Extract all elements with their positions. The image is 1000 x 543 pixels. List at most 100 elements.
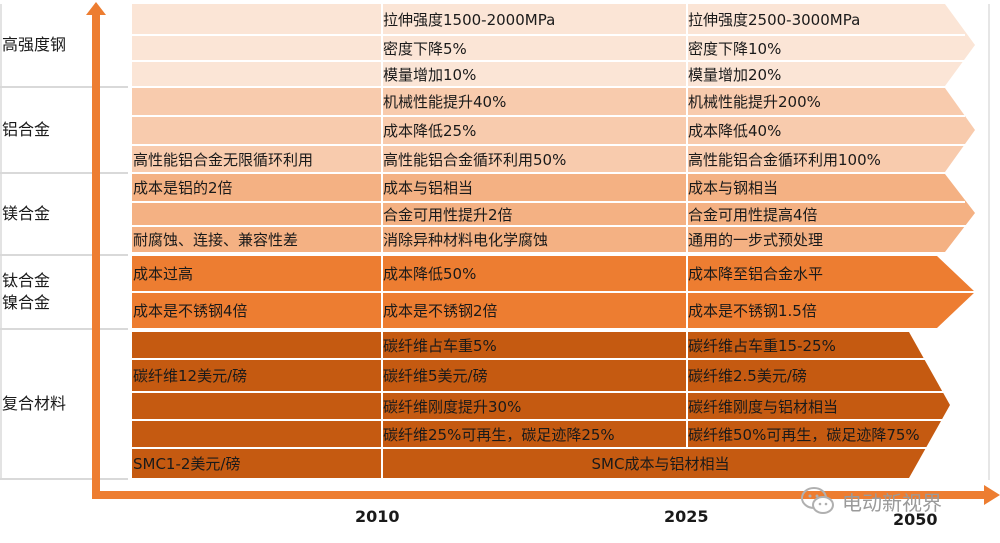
cell-2010: 成本是不锈钢2倍 [383,302,498,320]
row-divider [132,225,972,227]
row-divider [132,34,965,36]
row-divider [132,419,947,421]
cell-2010-before: 碳纤维12美元/磅 [133,367,248,385]
cell-2010-before: 成本过高 [133,265,194,283]
table-row: 碳纤维25%可再生，碳足迹降25% 碳纤维50%可再生，碳足迹降75% [132,421,982,447]
table-row: 成本是不锈钢4倍 成本是不锈钢2倍 成本是不锈钢1.5倍 [132,293,982,328]
label-text-line1: 钛合金 [2,271,51,290]
column-divider-2010 [381,332,383,478]
column-divider-2025 [686,332,688,447]
label-text: 高强度钢 [2,35,67,54]
band-aluminum-alloy: 机械性能提升40% 机械性能提升200% 成本降低25% 成本降低40% 高性能… [132,88,992,172]
cell-2010: 拉伸强度1500-2000MPa [383,10,556,29]
cell-2010: 模量增加10% [383,65,477,84]
row-divider [132,447,932,449]
label-high-strength-steel: 高强度钢 [0,4,130,86]
table-row: 密度下降5% 密度下降10% [132,36,982,60]
table-row: 拉伸强度1500-2000MPa 拉伸强度2500-3000MPa [132,4,982,34]
table-row: 合金可用性提升2倍 合金可用性提高4倍 [132,203,982,225]
label-divider [0,172,128,174]
label-divider [0,328,128,330]
band-high-strength-steel: 拉伸强度1500-2000MPa 拉伸强度2500-3000MPa 密度下降5%… [132,4,992,86]
cell-2010: 成本降低25% [383,122,477,140]
year-label-2050: 2050 [893,510,938,529]
cell-2025: 碳纤维2.5美元/磅 [688,367,807,385]
row-divider [132,291,975,293]
cell-2010: 消除异种材料电化学腐蚀 [383,231,549,249]
cell-2025: 拉伸强度2500-3000MPa [688,10,861,29]
label-divider [0,86,128,88]
watermark: 电动新视界 [800,486,942,516]
column-divider-2025 [686,256,688,328]
band-chevron [132,88,975,172]
cell-2025: 合金可用性提高4倍 [688,205,818,224]
label-text: 铝合金 [2,120,51,139]
table-row: 成本降低25% 成本降低40% [132,117,982,144]
cell-2010: 碳纤维占车重5% [383,336,497,355]
column-divider-2010 [381,174,383,252]
table-row: 模量增加10% 模量增加20% [132,62,982,86]
band-chevron [132,332,950,478]
table-row: 成本过高 成本降低50% 成本降至铝合金水平 [132,256,982,291]
band-chevron [132,174,975,252]
row-divider [132,391,947,393]
year-label-2010: 2010 [355,507,400,526]
cell-2010: 密度下降5% [383,39,467,58]
column-divider-2010 [381,256,383,328]
label-titanium-nickel-alloy: 钛合金 镍合金 [0,256,130,328]
cell-2010: 成本降低50% [383,265,477,283]
table-row: 高性能铝合金无限循环利用 高性能铝合金循环利用50% 高性能铝合金循环利用100… [132,146,982,172]
band-composite: 碳纤维占车重5% 碳纤维占车重15-25% 碳纤维12美元/磅 碳纤维5美元/磅… [132,332,992,478]
cell-2010-before: 成本是铝的2倍 [133,179,233,197]
column-divider-2010 [381,88,383,172]
column-divider-2010 [381,4,383,86]
band-magnesium-alloy: 成本是铝的2倍 成本与铝相当 成本与钢相当 合金可用性提升2倍 合金可用性提高4… [132,174,992,252]
label-text-line2: 镍合金 [2,293,51,312]
axis-right-arrow-icon [984,485,1000,505]
cell-2025: 碳纤维50%可再生，碳足迹降75% [688,425,920,444]
table-row: 碳纤维12美元/磅 碳纤维5美元/磅 碳纤维2.5美元/磅 [132,360,982,391]
cell-2025: 成本是不锈钢1.5倍 [688,302,817,320]
table-row: 碳纤维刚度提升30% 碳纤维刚度与铝材相当 [132,393,982,419]
cell-2010: 碳纤维25%可再生，碳足迹降25% [383,425,615,444]
cell-2025: 机械性能提升200% [688,93,821,111]
label-aluminum-alloy: 铝合金 [0,88,130,172]
table-row: SMC1-2美元/磅 SMC成本与铝材相当 [132,449,982,478]
timeline-vertical-axis [92,12,100,499]
cell-2010: 碳纤维刚度提升30% [383,397,522,416]
cell-2025: 碳纤维刚度与铝材相当 [688,397,839,416]
cell-2010: 机械性能提升40% [383,93,507,111]
watermark-text: 电动新视界 [842,490,942,515]
row-divider [132,115,965,117]
label-magnesium-alloy: 镁合金 [0,174,130,254]
cell-2010: 合金可用性提升2倍 [383,205,513,224]
year-label-2025: 2025 [664,507,709,526]
row-divider [132,60,972,62]
table-row: 耐腐蚀、连接、兼容性差 消除异种材料电化学腐蚀 通用的一步式预处理 [132,227,982,252]
cell-2025: 成本与钢相当 [688,179,779,197]
label-divider [0,254,128,256]
cell-2010-before: 成本是不锈钢4倍 [133,302,248,320]
label-divider [0,478,128,480]
cell-2025: 碳纤维占车重15-25% [688,336,836,355]
row-divider [132,201,965,203]
label-composite: 复合材料 [0,330,130,478]
right-border [988,4,990,480]
cell-2025: 通用的一步式预处理 [688,231,824,249]
table-row: 机械性能提升40% 机械性能提升200% [132,88,982,115]
band-titanium-nickel-alloy: 成本过高 成本降低50% 成本降至铝合金水平 成本是不锈钢4倍 成本是不锈钢2倍… [132,256,992,328]
cell-2010-before: SMC1-2美元/磅 [133,455,241,473]
cell-merged-2010-2025: SMC成本与铝材相当 [591,455,730,473]
cell-2010: 成本与铝相当 [383,179,474,197]
cell-2010-before: 耐腐蚀、连接、兼容性差 [133,231,299,249]
row-divider [132,144,972,146]
axis-up-arrow-icon [86,2,106,15]
cell-2010: 高性能铝合金循环利用50% [383,150,567,169]
wechat-icon [801,487,834,514]
cell-2025: 成本降低40% [688,122,782,140]
label-text: 镁合金 [2,204,51,223]
row-divider [132,358,932,360]
cell-2025: 模量增加20% [688,65,782,84]
table-row: 碳纤维占车重5% 碳纤维占车重15-25% [132,332,982,358]
cell-2010: 碳纤维5美元/磅 [383,367,488,385]
